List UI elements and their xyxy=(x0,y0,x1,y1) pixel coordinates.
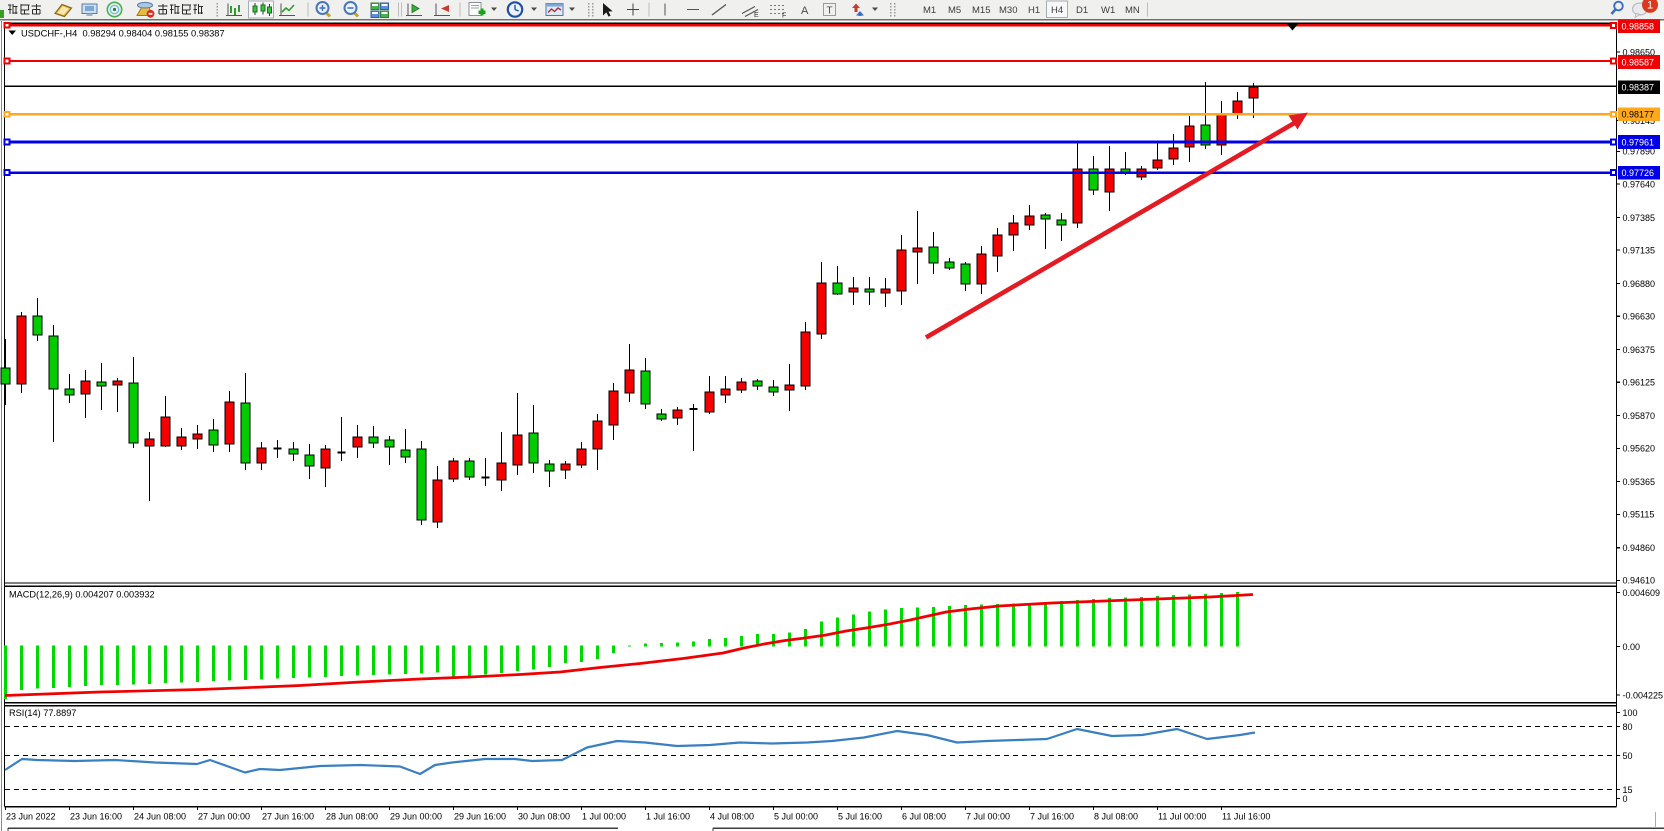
svg-text:24 Jun 08:00: 24 Jun 08:00 xyxy=(134,812,186,822)
svg-text:0.96630: 0.96630 xyxy=(1623,312,1656,322)
svg-text:5 Jul 16:00: 5 Jul 16:00 xyxy=(838,812,882,822)
svg-text:0.95620: 0.95620 xyxy=(1623,444,1656,454)
svg-text:5 Jul 00:00: 5 Jul 00:00 xyxy=(774,812,818,822)
svg-text:0.97726: 0.97726 xyxy=(1622,168,1655,178)
svg-text:11 Jul 00:00: 11 Jul 00:00 xyxy=(1158,812,1206,822)
svg-text:27 Jun 16:00: 27 Jun 16:00 xyxy=(262,812,314,822)
svg-text:W1: W1 xyxy=(1101,5,1115,16)
svg-text:MN: MN xyxy=(1125,5,1140,16)
svg-text:0.97890: 0.97890 xyxy=(1623,147,1656,157)
svg-text:0.97961: 0.97961 xyxy=(1622,137,1655,147)
svg-text:MACD(12,26,9) 0.004207 0.00393: MACD(12,26,9) 0.004207 0.003932 xyxy=(9,589,155,599)
svg-text:50: 50 xyxy=(1623,751,1633,761)
svg-text:0.95115: 0.95115 xyxy=(1623,510,1655,520)
svg-text:M30: M30 xyxy=(999,5,1017,16)
svg-text:15: 15 xyxy=(1623,785,1633,795)
svg-text:0.98650: 0.98650 xyxy=(1623,47,1656,57)
svg-text:1: 1 xyxy=(1647,0,1653,12)
svg-text:D1: D1 xyxy=(1076,5,1088,16)
svg-text:0.98858: 0.98858 xyxy=(1622,22,1655,32)
svg-text:0.97135: 0.97135 xyxy=(1623,245,1656,255)
svg-text:0.96880: 0.96880 xyxy=(1623,279,1656,289)
svg-text:11 Jul 16:00: 11 Jul 16:00 xyxy=(1222,812,1270,822)
svg-text:0.97640: 0.97640 xyxy=(1623,179,1656,189)
svg-text:1 Jul 16:00: 1 Jul 16:00 xyxy=(646,812,690,822)
svg-text:100: 100 xyxy=(1623,708,1638,718)
svg-text:0.98587: 0.98587 xyxy=(1622,57,1655,67)
svg-text:E: E xyxy=(754,12,759,19)
svg-text:28 Jun 08:00: 28 Jun 08:00 xyxy=(326,812,378,822)
svg-text:0.95870: 0.95870 xyxy=(1623,411,1656,421)
svg-text:0.96125: 0.96125 xyxy=(1623,378,1656,388)
svg-text:M15: M15 xyxy=(972,5,990,16)
svg-text:29 Jun 00:00: 29 Jun 00:00 xyxy=(390,812,442,822)
svg-text:0.96375: 0.96375 xyxy=(1623,345,1656,355)
svg-text:H1: H1 xyxy=(1028,5,1040,16)
svg-text:A: A xyxy=(801,5,809,17)
svg-text:0.94860: 0.94860 xyxy=(1623,543,1656,553)
svg-text:23 Jun 2022: 23 Jun 2022 xyxy=(6,812,56,822)
svg-text:T: T xyxy=(827,6,833,17)
svg-text:0.00: 0.00 xyxy=(1623,642,1641,652)
svg-text:80: 80 xyxy=(1623,722,1633,732)
svg-text:1 Jul 00:00: 1 Jul 00:00 xyxy=(582,812,626,822)
svg-text:-0.004225: -0.004225 xyxy=(1623,690,1664,700)
svg-text:0.98177: 0.98177 xyxy=(1622,110,1655,120)
svg-text:0.94610: 0.94610 xyxy=(1623,576,1656,586)
svg-text:23 Jun 16:00: 23 Jun 16:00 xyxy=(70,812,122,822)
svg-text:0.95365: 0.95365 xyxy=(1623,477,1656,487)
svg-text:8 Jul 08:00: 8 Jul 08:00 xyxy=(1094,812,1138,822)
svg-text:7 Jul 16:00: 7 Jul 16:00 xyxy=(1030,812,1074,822)
svg-text:M5: M5 xyxy=(948,5,961,16)
svg-text:M1: M1 xyxy=(923,5,936,16)
svg-text:6 Jul 08:00: 6 Jul 08:00 xyxy=(902,812,946,822)
svg-text:7 Jul 00:00: 7 Jul 00:00 xyxy=(966,812,1010,822)
svg-text:USDCHF-,H4 0.98294 0.98404 0.: USDCHF-,H4 0.98294 0.98404 0.98155 0.983… xyxy=(21,29,225,39)
svg-text:0.98387: 0.98387 xyxy=(1622,83,1655,93)
svg-text:0.97385: 0.97385 xyxy=(1623,213,1656,223)
svg-text:F: F xyxy=(782,13,786,20)
svg-text:4 Jul 08:00: 4 Jul 08:00 xyxy=(710,812,754,822)
svg-text:27 Jun 00:00: 27 Jun 00:00 xyxy=(198,812,250,822)
svg-text:29 Jun 16:00: 29 Jun 16:00 xyxy=(454,812,506,822)
svg-text:RSI(14) 77.8897: RSI(14) 77.8897 xyxy=(9,708,76,718)
svg-text:0.004609: 0.004609 xyxy=(1623,588,1661,598)
svg-text:30 Jun 08:00: 30 Jun 08:00 xyxy=(518,812,570,822)
svg-text:0: 0 xyxy=(1623,794,1628,804)
svg-text:H4: H4 xyxy=(1051,5,1063,16)
